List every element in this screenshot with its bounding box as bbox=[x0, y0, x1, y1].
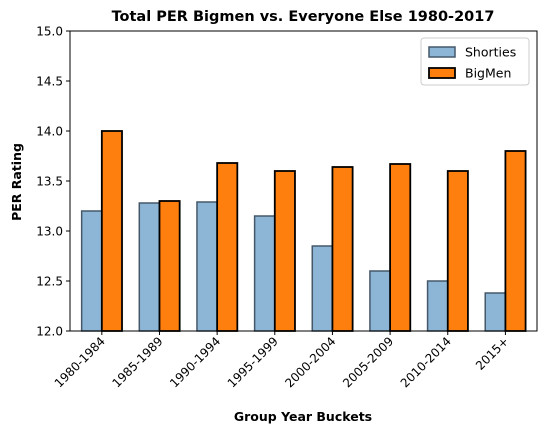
bar-bigmen-1980-1984 bbox=[100, 130, 123, 332]
legend-swatch-bigmen bbox=[428, 67, 456, 79]
y-tick-label: 12.5 bbox=[36, 274, 63, 288]
x-tick-label: 1980-1984 bbox=[52, 334, 108, 390]
legend: Shorties BigMen bbox=[420, 37, 530, 86]
x-tick-label: 2000-2004 bbox=[282, 334, 338, 390]
y-axis-label: PER Rating bbox=[9, 143, 24, 221]
bar-shorties-2000-2004 bbox=[311, 245, 334, 332]
x-tick-label: 2005-2009 bbox=[340, 334, 396, 390]
x-tick-label: 1995-1999 bbox=[225, 334, 281, 390]
y-tick-label: 14.5 bbox=[36, 74, 63, 88]
x-tick-label: 2015+ bbox=[473, 334, 512, 373]
bar-bigmen-1990-1994 bbox=[216, 162, 239, 332]
x-axis-label: Group Year Buckets bbox=[234, 409, 372, 424]
bar-shorties-2015plus bbox=[484, 292, 507, 332]
bar-shorties-1980-1984 bbox=[80, 210, 103, 332]
legend-swatch-shorties bbox=[428, 46, 456, 58]
bar-bigmen-2000-2004 bbox=[331, 166, 354, 332]
bar-shorties-2010-2014 bbox=[426, 280, 449, 332]
bar-shorties-1995-1999 bbox=[253, 215, 276, 332]
x-tick-label: 2010-2014 bbox=[398, 334, 454, 390]
y-tick-label: 14.0 bbox=[36, 124, 63, 138]
legend-label-bigmen: BigMen bbox=[465, 66, 511, 81]
bar-bigmen-1995-1999 bbox=[273, 170, 296, 332]
bar-shorties-2005-2009 bbox=[369, 270, 391, 332]
y-tick-label: 13.0 bbox=[36, 224, 63, 238]
plot-frame bbox=[69, 30, 538, 332]
y-tick-label: 15.0 bbox=[36, 24, 63, 38]
chart-title: Total PER Bigmen vs. Everyone Else 1980-… bbox=[112, 9, 495, 25]
bar-bigmen-2005-2009 bbox=[389, 163, 412, 332]
y-tick-label: 12.0 bbox=[36, 324, 63, 338]
bar-shorties-1990-1994 bbox=[196, 201, 218, 332]
bar-shorties-1985-1989 bbox=[138, 202, 161, 332]
legend-label-shorties: Shorties bbox=[465, 45, 516, 60]
x-tick-label: 1990-1994 bbox=[167, 334, 223, 390]
bar-bigmen-2015plus bbox=[504, 150, 527, 332]
bar-bigmen-2010-2014 bbox=[446, 170, 469, 332]
y-tick-label: 13.5 bbox=[36, 174, 63, 188]
x-tick-label: 1985-1989 bbox=[109, 334, 165, 390]
bar-bigmen-1985-1989 bbox=[158, 200, 181, 332]
